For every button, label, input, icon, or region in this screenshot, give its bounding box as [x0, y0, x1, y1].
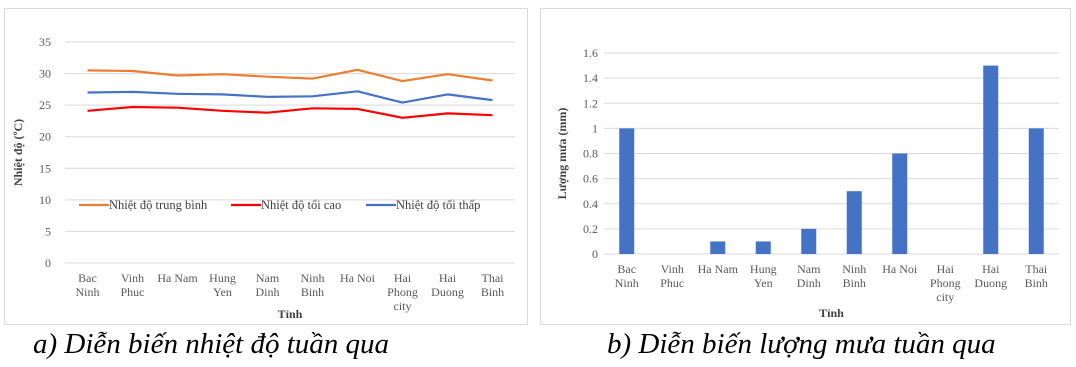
x-tick-label: Hung Yen	[209, 271, 236, 299]
rainfall-bar-chart: 0 0.2 0.4 0.6 0.8 1 1.2 1.4 1.6 Bac Ninh Vinh Phuc Ha…	[555, 46, 1059, 320]
x-tick-label: Vinh Phuc	[660, 262, 684, 290]
x-tick-label: Ninh Binh	[301, 271, 325, 299]
y-tick-label: 1	[592, 121, 598, 135]
y-axis-title: Nhiệt độ (ºC)	[11, 119, 25, 186]
bar	[710, 241, 726, 254]
y-tick-label: 1.6	[583, 46, 598, 60]
x-tick-label: Hai Phong city	[930, 262, 961, 304]
bar	[619, 128, 635, 254]
x-tick-label: Vinh Phuc	[121, 271, 145, 299]
legend-label: Nhiệt độ tối thấp	[396, 198, 480, 212]
y-tick-label: 1.4	[583, 71, 598, 85]
y-tick-label: 0.6	[583, 172, 598, 186]
y-tick-label: 0	[592, 247, 598, 261]
x-tick-label: Nam Dinh	[797, 262, 821, 290]
y-tick-label: 15	[39, 161, 51, 175]
rainfall-chart-panel: 0 0.2 0.4 0.6 0.8 1 1.2 1.4 1.6 Bac Ninh Vinh Phuc Ha…	[540, 8, 1071, 325]
bar	[755, 241, 771, 254]
y-tick-label: 5	[45, 224, 51, 238]
y-tick-label: 0.2	[583, 222, 598, 236]
y-axis-title: Lượng mưa (mm)	[555, 108, 569, 200]
x-tick-label: Hung Yen	[750, 262, 777, 290]
y-tick-label: 0.8	[583, 147, 598, 161]
x-tick-label: Bac Ninh	[615, 262, 639, 290]
x-tick-label: Ninh Binh	[842, 262, 866, 290]
y-tick-label: 1.2	[583, 96, 598, 110]
caption-temperature: a) Diễn biến nhiệt độ tuần qua	[33, 328, 390, 360]
bar	[983, 65, 999, 254]
x-tick-label: Ha Nam	[157, 271, 198, 285]
bar	[892, 153, 908, 254]
temperature-line-chart: 0 5 10 15 20 25 30 35 Bac Ninh Vinh Phuc Ha Nam Hung Y…	[11, 35, 515, 321]
y-tick-label: 10	[39, 193, 51, 207]
y-tick-label: 30	[39, 67, 51, 81]
x-tick-label: Ha Noi	[340, 271, 376, 285]
bar	[801, 228, 817, 254]
y-tick-label: 0	[45, 256, 51, 270]
x-tick-label: Ha Noi	[882, 262, 918, 276]
x-tick-label: Thai Binh	[481, 271, 504, 299]
y-tick-label: 35	[39, 35, 51, 49]
legend-label: Nhiệt độ trung bình	[109, 198, 208, 212]
y-tick-label: 25	[39, 98, 51, 112]
x-axis-title: Tỉnh	[278, 307, 303, 321]
x-tick-label: Hai Phong city	[387, 271, 418, 313]
series-line	[87, 68, 493, 83]
x-tick-label: Ha Nam	[698, 262, 739, 276]
bar	[1028, 128, 1044, 254]
x-tick-label: Thai Binh	[1025, 262, 1048, 290]
series-line	[87, 105, 493, 119]
series-line	[87, 90, 493, 104]
x-tick-label: Bac Ninh	[76, 271, 100, 299]
x-tick-label: Nam Dinh	[256, 271, 280, 299]
x-axis-title: Tỉnh	[819, 306, 844, 320]
caption-rainfall: b) Diễn biến lượng mưa tuần qua	[607, 328, 996, 360]
x-tick-label: Hai Duong	[974, 262, 1007, 290]
y-tick-label: 20	[39, 130, 51, 144]
legend-label: Nhiệt độ tối cao	[261, 198, 341, 212]
x-tick-label: Hai Duong	[431, 271, 464, 299]
temperature-chart-panel: 0 5 10 15 20 25 30 35 Bac Ninh Vinh Phuc Ha Nam Hung Y…	[4, 8, 528, 325]
bar	[846, 191, 862, 254]
y-tick-label: 0.4	[583, 197, 598, 211]
